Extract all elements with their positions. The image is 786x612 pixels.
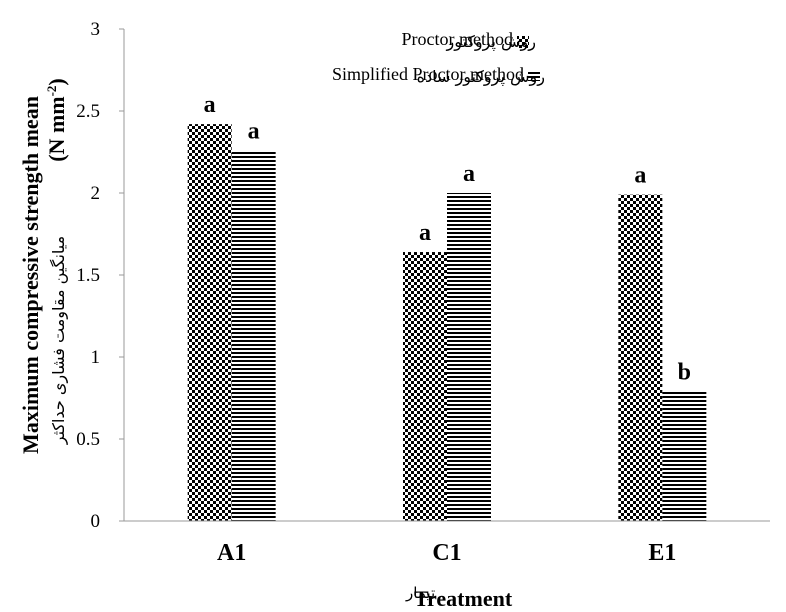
y-axis-unit-text: (N mm [44,96,69,161]
y-axis-title-fa-group: میانگین مقاومت فشاری حداکثر [49,236,69,445]
bar-e1-series-1 [618,194,663,521]
bar-a1-series-1 [187,124,232,522]
y-axis-unit: (N mm-2) [44,78,69,162]
significance-label: a [463,161,475,187]
bars-group: a a a a a b [187,92,707,522]
legend-label-simplified-fa: روش پروکتور ساده [417,67,545,87]
y-tick-label: 0 [91,511,101,532]
y-axis-title-fa: میانگین مقاومت فشاری حداکثر [49,236,69,445]
legend-swatch-checker [517,36,529,48]
y-axis: 0 0.5 1 1.5 2 2.5 3 [76,19,125,532]
x-tick-label: E1 [648,540,676,566]
bar-e1-series-2 [662,391,707,521]
bar-c1-series-2 [447,193,491,521]
x-axis: A1 C1 E1 [124,520,770,566]
significance-label: a [419,220,431,246]
y-tick-label: 0.5 [76,429,100,450]
significance-label: a [204,92,216,118]
significance-label: a [634,163,646,189]
significance-label: a [248,118,260,144]
significance-label: b [678,359,691,385]
bar-a1-series-2 [231,150,276,522]
legend-item-proctor: Proctor method روش پروکتور [402,29,536,52]
y-tick-label: 1 [91,347,101,368]
x-tick-label: C1 [432,540,461,566]
legend-item-simplified: Simplified Proctor method روش پروکتور سا… [332,64,545,87]
x-axis-title-fa: تیمار [405,584,435,602]
y-tick-label: 2.5 [76,101,100,122]
y-tick-label: 2 [91,183,101,204]
y-tick-label: 1.5 [76,265,100,286]
bar-c1-series-1 [403,252,447,522]
legend: Proctor method روش پروکتور Simplified Pr… [332,29,545,87]
legend-label-proctor: Proctor method [402,29,513,49]
svg-text:(N mm-2): (N mm-2) [44,78,69,162]
legend-swatch-stripes [528,71,540,81]
x-axis-title: Treatment [414,586,513,611]
y-tick-label: 3 [91,19,101,40]
legend-label-simplified: Simplified Proctor method [332,64,524,84]
x-tick-label: A1 [217,540,246,566]
y-axis-title: Maximum compressive strength mean [18,96,43,454]
legend-label-proctor-fa: روش پروکتور [445,32,536,52]
y-axis-unit-sup: -2 [44,86,59,97]
y-axis-title-line1: Maximum compressive strength mean [18,96,43,454]
